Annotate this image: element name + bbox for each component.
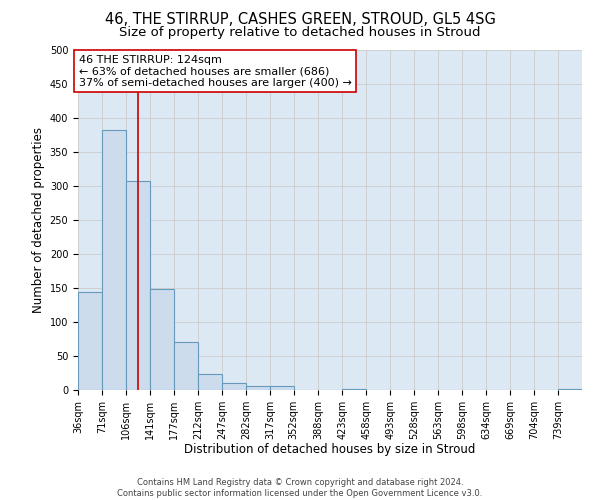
Bar	[558, 388, 582, 390]
Text: 46 THE STIRRUP: 124sqm
← 63% of detached houses are smaller (686)
37% of semi-de: 46 THE STIRRUP: 124sqm ← 63% of detached…	[79, 55, 352, 88]
Bar	[126, 180, 150, 390]
Bar	[78, 292, 102, 390]
Y-axis label: Number of detached properties: Number of detached properties	[32, 127, 46, 313]
X-axis label: Distribution of detached houses by size in Stroud: Distribution of detached houses by size …	[184, 444, 476, 456]
Bar	[174, 342, 198, 390]
Text: Contains HM Land Registry data © Crown copyright and database right 2024.
Contai: Contains HM Land Registry data © Crown c…	[118, 478, 482, 498]
Text: 46, THE STIRRUP, CASHES GREEN, STROUD, GL5 4SG: 46, THE STIRRUP, CASHES GREEN, STROUD, G…	[104, 12, 496, 28]
Bar	[150, 288, 174, 390]
Bar	[198, 374, 222, 390]
Text: Size of property relative to detached houses in Stroud: Size of property relative to detached ho…	[119, 26, 481, 39]
Bar	[222, 383, 246, 390]
Bar	[270, 386, 294, 390]
Bar	[246, 386, 270, 390]
Bar	[102, 130, 126, 390]
